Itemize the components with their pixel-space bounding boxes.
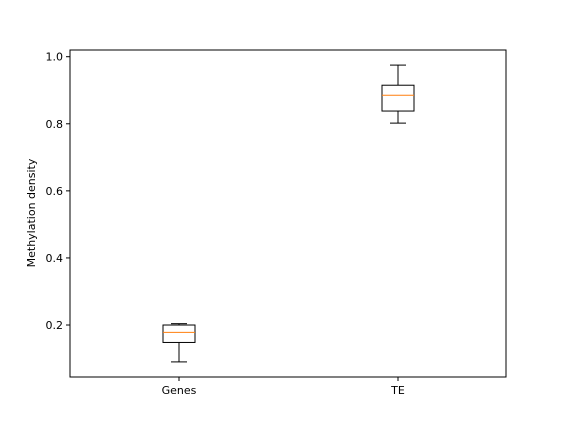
box-genes — [162, 323, 196, 363]
plot-area: 0.2 0.4 0.6 0.8 1.0 Genes TE — [46, 49, 507, 397]
y-tick-label: 0.8 — [46, 118, 64, 131]
y-tick-label: 0.6 — [46, 185, 64, 198]
box-iqr — [381, 84, 415, 112]
y-tick-label: 1.0 — [46, 51, 64, 64]
y-tick-label: 0.4 — [46, 252, 64, 265]
y-axis-label: Methylation density — [25, 158, 38, 267]
x-tick-label: Genes — [162, 384, 197, 397]
y-tick-label: 0.2 — [46, 319, 64, 332]
plot-frame — [69, 49, 507, 378]
box-te — [381, 64, 415, 124]
box-iqr — [162, 324, 196, 343]
x-tick-label: TE — [390, 384, 405, 397]
